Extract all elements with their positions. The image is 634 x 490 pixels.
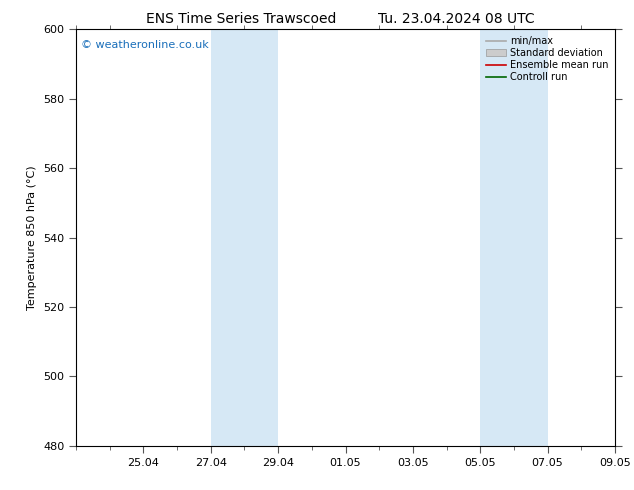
Text: © weatheronline.co.uk: © weatheronline.co.uk: [81, 40, 209, 50]
Bar: [210, 29, 278, 446]
Legend: min/max, Standard deviation, Ensemble mean run, Controll run: min/max, Standard deviation, Ensemble me…: [482, 32, 612, 86]
Y-axis label: Temperature 850 hPa (°C): Temperature 850 hPa (°C): [27, 165, 37, 310]
Bar: [480, 29, 548, 446]
Text: ENS Time Series Trawscoed: ENS Time Series Trawscoed: [146, 12, 336, 26]
Text: Tu. 23.04.2024 08 UTC: Tu. 23.04.2024 08 UTC: [378, 12, 535, 26]
